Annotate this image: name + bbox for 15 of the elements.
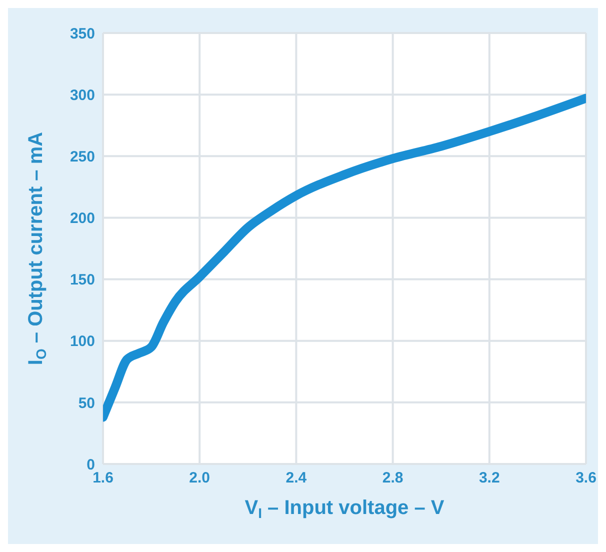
y-tick-label: 200 [70, 210, 95, 228]
x-tick-label: 2.8 [382, 470, 404, 487]
y-tick-label: 150 [70, 272, 95, 289]
y-tick-label: 100 [70, 333, 95, 350]
y-tick-label: 0 [86, 456, 95, 474]
x-tick-label: 2.0 [189, 470, 210, 487]
x-tick-label: 3.2 [478, 470, 500, 487]
x-tick-label: 3.6 [576, 470, 596, 487]
x-tick-label: 2.4 [286, 470, 308, 487]
y-tick-label: 250 [70, 148, 95, 166]
x-axis-title: V$_{I}$ – Input voltage – V [244, 497, 445, 520]
x-tick-label: 1.6 [92, 470, 114, 487]
y-tick-label: 300 [70, 86, 95, 104]
y-tick-label: 50 [78, 394, 95, 412]
y-tick-label: 350 [70, 25, 95, 42]
